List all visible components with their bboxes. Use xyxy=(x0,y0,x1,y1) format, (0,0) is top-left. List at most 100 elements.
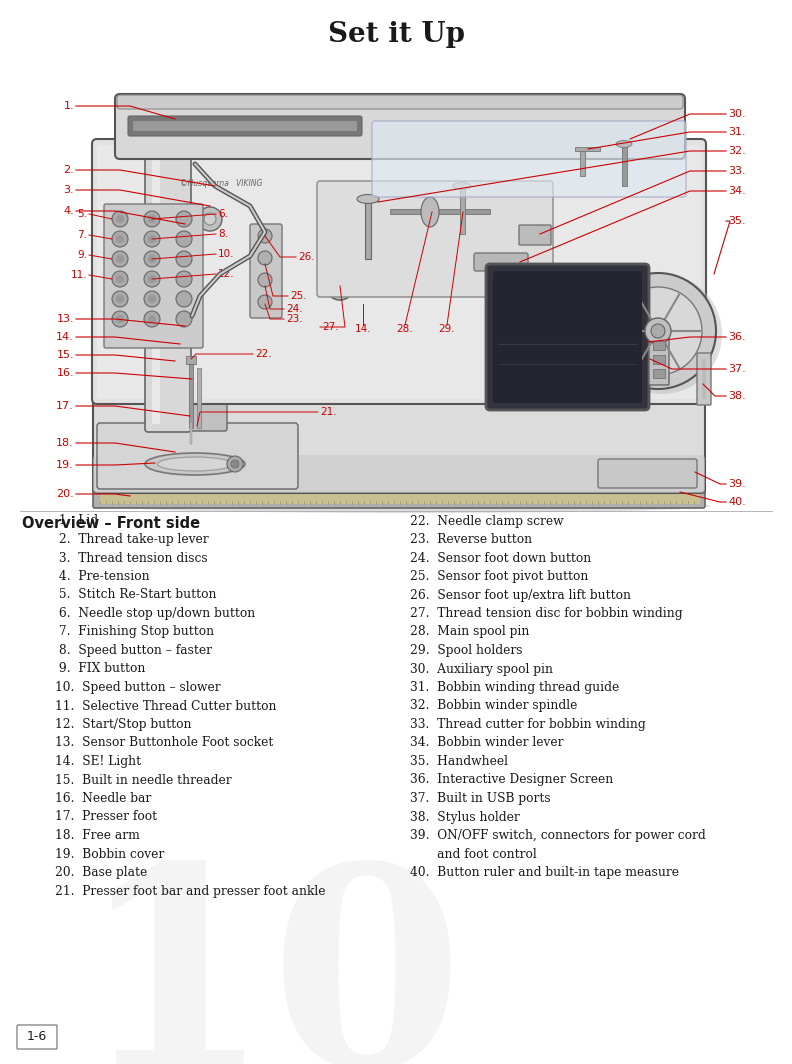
FancyBboxPatch shape xyxy=(145,146,191,432)
Text: 19.  Bobbin cover: 19. Bobbin cover xyxy=(55,848,164,861)
Text: 8.: 8. xyxy=(218,229,228,239)
Text: 25.  Sensor foot pivot button: 25. Sensor foot pivot button xyxy=(410,570,588,583)
Text: 39.: 39. xyxy=(728,479,746,489)
Text: 10.: 10. xyxy=(218,249,234,259)
Circle shape xyxy=(112,290,128,307)
Ellipse shape xyxy=(357,195,379,203)
Bar xyxy=(622,144,627,186)
Text: 35.  Handwheel: 35. Handwheel xyxy=(410,755,508,768)
FancyBboxPatch shape xyxy=(92,139,706,404)
Text: 31.: 31. xyxy=(728,127,745,137)
Text: 22.: 22. xyxy=(255,349,272,359)
Bar xyxy=(653,340,665,350)
Circle shape xyxy=(112,311,128,327)
Text: 19.: 19. xyxy=(56,460,74,470)
Text: 3.: 3. xyxy=(63,185,74,195)
Text: 8.  Speed button – faster: 8. Speed button – faster xyxy=(55,644,212,656)
Text: 17.  Presser foot: 17. Presser foot xyxy=(55,811,157,824)
FancyBboxPatch shape xyxy=(117,95,683,109)
Text: 14.: 14. xyxy=(355,325,371,334)
Circle shape xyxy=(148,315,156,323)
Text: 32.  Bobbin winder spindle: 32. Bobbin winder spindle xyxy=(410,699,577,713)
Circle shape xyxy=(144,271,160,287)
Text: 27.  Thread tension disc for bobbin winding: 27. Thread tension disc for bobbin windi… xyxy=(410,606,683,620)
Text: 15.: 15. xyxy=(56,350,74,360)
Text: 18.  Free arm: 18. Free arm xyxy=(55,829,140,842)
Text: 5.: 5. xyxy=(77,209,87,219)
FancyBboxPatch shape xyxy=(649,333,669,385)
Text: 29.  Spool holders: 29. Spool holders xyxy=(410,644,523,656)
Text: 30.: 30. xyxy=(728,109,745,119)
FancyBboxPatch shape xyxy=(372,121,686,197)
Bar xyxy=(152,154,160,423)
Text: 21.  Presser foot bar and presser foot ankle: 21. Presser foot bar and presser foot an… xyxy=(55,884,326,898)
Circle shape xyxy=(116,255,124,263)
FancyBboxPatch shape xyxy=(97,423,298,489)
Circle shape xyxy=(198,207,222,231)
Circle shape xyxy=(148,255,156,263)
FancyBboxPatch shape xyxy=(93,390,705,493)
Text: 7.  Finishing Stop button: 7. Finishing Stop button xyxy=(55,626,214,638)
Text: ©Husqvarna   VIKING: ©Husqvarna VIKING xyxy=(180,180,262,188)
Circle shape xyxy=(645,318,671,344)
Text: 28.  Main spool pin: 28. Main spool pin xyxy=(410,626,529,638)
Text: 20.  Base plate: 20. Base plate xyxy=(55,866,147,879)
FancyBboxPatch shape xyxy=(17,1025,57,1049)
Circle shape xyxy=(176,290,192,307)
Circle shape xyxy=(176,251,192,267)
Text: and foot control: and foot control xyxy=(410,848,537,861)
Text: 29.: 29. xyxy=(439,325,455,334)
Text: 12.  Start/Stop button: 12. Start/Stop button xyxy=(55,718,192,731)
Text: 34.: 34. xyxy=(728,186,746,196)
Text: 23.: 23. xyxy=(286,314,303,325)
Circle shape xyxy=(602,275,722,394)
Bar xyxy=(653,355,665,364)
Text: 7.: 7. xyxy=(77,230,87,240)
FancyBboxPatch shape xyxy=(250,225,282,318)
Circle shape xyxy=(144,290,160,307)
Text: 26.: 26. xyxy=(298,252,314,262)
Text: 20.: 20. xyxy=(56,489,74,499)
Text: 36.: 36. xyxy=(728,332,745,342)
Text: 12.: 12. xyxy=(218,269,234,279)
Text: Set it Up: Set it Up xyxy=(328,20,464,48)
Text: 6.  Needle stop up/down button: 6. Needle stop up/down button xyxy=(55,606,255,620)
Circle shape xyxy=(112,251,128,267)
Bar xyxy=(190,422,192,444)
Circle shape xyxy=(144,251,160,267)
Circle shape xyxy=(258,295,272,309)
Text: 37.: 37. xyxy=(728,364,746,375)
Circle shape xyxy=(176,311,192,327)
FancyBboxPatch shape xyxy=(474,253,528,271)
Circle shape xyxy=(116,275,124,283)
Text: 31.  Bobbin winding thread guide: 31. Bobbin winding thread guide xyxy=(410,681,619,694)
Text: 16.  Needle bar: 16. Needle bar xyxy=(55,792,151,805)
Text: 27.: 27. xyxy=(322,322,339,332)
Text: 17.: 17. xyxy=(56,401,74,411)
Ellipse shape xyxy=(110,499,710,513)
Circle shape xyxy=(258,273,272,287)
FancyBboxPatch shape xyxy=(493,271,642,403)
Circle shape xyxy=(326,272,354,300)
Circle shape xyxy=(112,211,128,227)
Text: 3.  Thread tension discs: 3. Thread tension discs xyxy=(55,551,208,565)
Text: 2.  Thread take-up lever: 2. Thread take-up lever xyxy=(55,533,208,546)
FancyBboxPatch shape xyxy=(598,459,697,488)
FancyBboxPatch shape xyxy=(697,353,711,405)
Text: 4.: 4. xyxy=(63,206,74,216)
Ellipse shape xyxy=(145,453,245,475)
Circle shape xyxy=(260,227,270,237)
Text: 37.  Built in USB ports: 37. Built in USB ports xyxy=(410,792,550,805)
Bar xyxy=(178,204,184,234)
Text: 9.: 9. xyxy=(77,250,87,260)
Circle shape xyxy=(112,271,128,287)
Circle shape xyxy=(144,211,160,227)
FancyBboxPatch shape xyxy=(128,116,362,136)
Text: 1-6: 1-6 xyxy=(27,1031,48,1044)
Circle shape xyxy=(231,460,239,468)
Circle shape xyxy=(258,251,272,265)
Circle shape xyxy=(116,215,124,223)
Bar xyxy=(653,369,665,378)
Text: 22.  Needle clamp screw: 22. Needle clamp screw xyxy=(410,515,564,528)
Text: 15.  Built in needle threader: 15. Built in needle threader xyxy=(55,774,231,786)
